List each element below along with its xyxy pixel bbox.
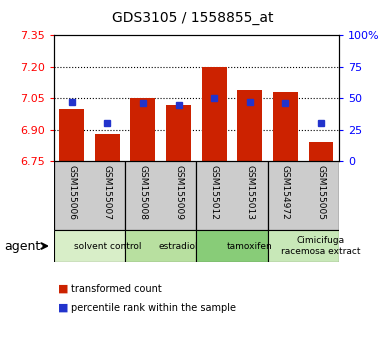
Text: GSM155009: GSM155009: [174, 165, 183, 219]
Bar: [196, 230, 268, 262]
Text: GSM155013: GSM155013: [245, 165, 254, 219]
Text: estradiol: estradiol: [159, 241, 198, 251]
Bar: [166, 104, 191, 161]
Text: GSM155006: GSM155006: [67, 165, 76, 219]
Text: GSM154972: GSM154972: [281, 165, 290, 219]
Text: GSM155012: GSM155012: [210, 165, 219, 219]
Bar: [125, 161, 196, 230]
Bar: [95, 134, 120, 161]
Text: GDS3105 / 1558855_at: GDS3105 / 1558855_at: [112, 11, 273, 25]
Text: Cimicifuga
racemosa extract: Cimicifuga racemosa extract: [281, 236, 361, 256]
Bar: [196, 161, 268, 230]
Bar: [308, 142, 333, 161]
Text: agent: agent: [4, 240, 40, 252]
Text: tamoxifen: tamoxifen: [227, 241, 273, 251]
Text: GSM155007: GSM155007: [103, 165, 112, 219]
Bar: [125, 230, 196, 262]
Bar: [268, 230, 339, 262]
Text: ■: ■: [58, 303, 68, 313]
Text: GSM155008: GSM155008: [139, 165, 147, 219]
Text: percentile rank within the sample: percentile rank within the sample: [71, 303, 236, 313]
Bar: [131, 98, 156, 161]
Text: solvent control: solvent control: [74, 241, 141, 251]
Bar: [59, 109, 84, 161]
Text: GSM155005: GSM155005: [316, 165, 325, 219]
Bar: [54, 161, 125, 230]
Bar: [202, 67, 227, 161]
Bar: [268, 161, 339, 230]
Text: ■: ■: [58, 284, 68, 293]
Bar: [237, 90, 262, 161]
Bar: [54, 230, 125, 262]
Text: transformed count: transformed count: [71, 284, 162, 293]
Bar: [273, 92, 298, 161]
